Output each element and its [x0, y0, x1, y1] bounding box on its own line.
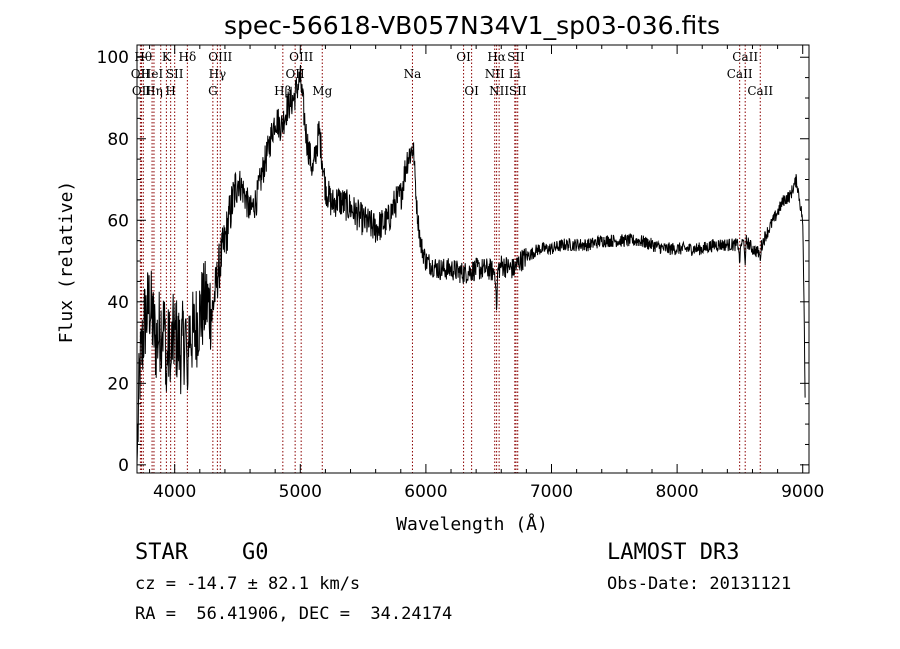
line-label: Hβ [274, 84, 291, 98]
line-label: Hδ [179, 50, 197, 64]
line-label: Na [404, 67, 422, 81]
redshift-readout: cz = -14.7 ± 82.1 km/s [135, 574, 361, 594]
line-label: SII [166, 67, 184, 81]
line-label: OII [131, 67, 151, 81]
line-label: Hη [145, 84, 163, 98]
line-label: NII [489, 84, 509, 98]
line-label: CaII [727, 67, 753, 81]
line-label: HeI [141, 67, 164, 81]
line-label: Hα [487, 50, 506, 64]
survey-name: LAMOST DR3 [607, 540, 740, 565]
line-label: OIII [208, 50, 232, 64]
x-axis-ticks: 4000 5000 6000 7000 8000 9000 [149, 45, 824, 502]
object-subclass: G0 [242, 540, 269, 565]
line-label: G [208, 84, 218, 98]
line-label: H [165, 84, 175, 98]
coordinates-readout: RA = 56.41906, DEC = 34.24174 [135, 604, 453, 624]
x-tick-label: 5000 [279, 482, 322, 502]
line-label: CaII [747, 84, 773, 98]
line-label: OI [464, 84, 479, 98]
plot-frame [136, 44, 810, 474]
spectral-line-markers [139, 45, 761, 473]
line-label: Mg [312, 84, 332, 98]
spectral-line-labels: HθOIIOIIHeIHηKHSIIHδGHγOIIIHβOIIOIIIMgNa… [131, 50, 774, 98]
observation-date: Obs-Date: 20131121 [607, 574, 792, 594]
chart-title: spec-56618-VB057N34V1_sp03-036.fits [224, 11, 720, 40]
line-label: Li [509, 67, 521, 81]
object-class: STAR [135, 540, 188, 565]
line-label: Hγ [209, 67, 227, 81]
line-label: SII [509, 84, 527, 98]
y-tick-label: 40 [107, 293, 129, 313]
spectrum-series-line [136, 64, 806, 465]
line-label: OI [456, 50, 471, 64]
y-tick-label: 0 [118, 456, 129, 476]
y-tick-label: 20 [107, 374, 129, 394]
y-tick-label: 60 [107, 211, 129, 231]
y-axis-ticks: 0 20 40 60 80 100 [97, 48, 809, 476]
line-label: OII [285, 67, 305, 81]
x-tick-label: 4000 [153, 482, 196, 502]
line-label: NII [485, 67, 505, 81]
x-tick-label: 8000 [655, 482, 698, 502]
y-axis-label: Flux (relative) [56, 181, 77, 344]
x-tick-label: 6000 [404, 482, 447, 502]
x-axis-label: Wavelength (Å) [396, 513, 548, 535]
y-tick-label: 100 [97, 48, 129, 68]
y-tick-label: 80 [107, 130, 129, 150]
line-label: K [162, 50, 172, 64]
line-label: SII [507, 50, 525, 64]
x-tick-label: 9000 [781, 482, 824, 502]
line-label: CaII [732, 50, 758, 64]
line-label: OIII [289, 50, 313, 64]
x-tick-label: 7000 [530, 482, 573, 502]
